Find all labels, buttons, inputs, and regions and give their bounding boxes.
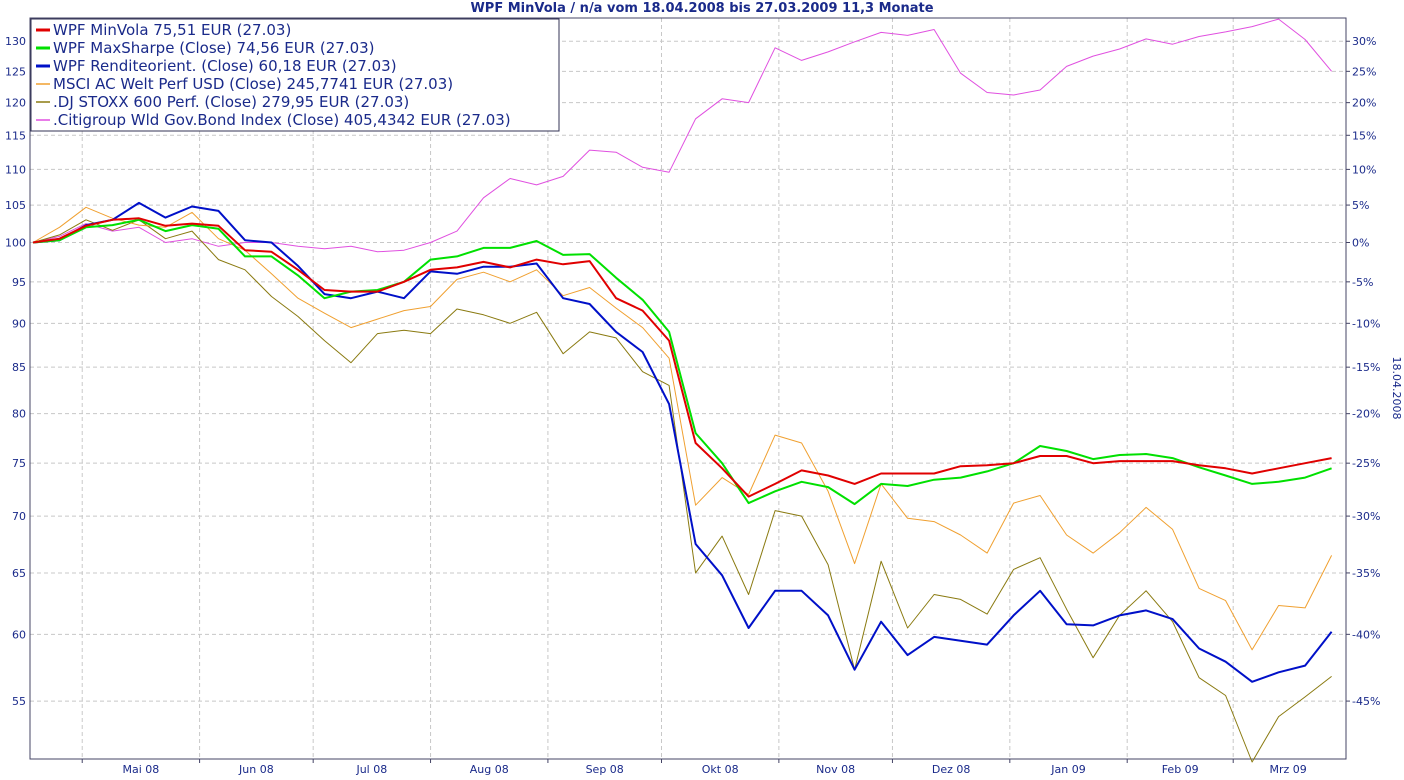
legend-entry: WPF Renditeorient. (Close) 60,18 EUR (27… (53, 57, 397, 75)
y-right-tick-label: 0% (1352, 236, 1369, 249)
y-axis-left: 55 60 65 70 75 80 85 90 95 100 105 110 115 120 125 130 (5, 35, 1350, 708)
y-left-tick-label: 95 (12, 276, 26, 289)
series-line-0 (32, 217, 1332, 498)
y-left-tick-label: 70 (12, 510, 26, 523)
y-left-tick-label: 60 (12, 628, 26, 641)
y-left-tick-label: 125 (5, 65, 26, 78)
y-left-tick-label: 75 (12, 457, 26, 470)
x-tick-label: Okt 08 (702, 763, 739, 775)
y-right-tick-label: -45% (1352, 695, 1380, 708)
x-tick-label: Dez 08 (932, 763, 971, 775)
chart-title: WPF MinVola / n/a vom 18.04.2008 bis 27.… (470, 1, 933, 16)
legend-entry: MSCI AC Welt Perf USD (Close) 245,7741 E… (53, 75, 453, 93)
y-right-tick-label: 20% (1352, 97, 1376, 110)
y-axis-right: -45% -40% -35% -30% -25% -20% -15% -10% -5% 0% 5% 1… (1352, 35, 1380, 708)
series-line-1 (32, 218, 1332, 506)
plot-frame (29, 17, 1347, 760)
legend: WPF MinVola 75,51 EUR (27.03)WPF MaxShar… (30, 18, 560, 132)
y-right-tick-label: -10% (1352, 317, 1380, 330)
series-line-2 (32, 201, 1333, 683)
x-tick-label: Sep 08 (586, 763, 624, 775)
y-right-tick-label: 30% (1352, 35, 1376, 48)
y-left-tick-label: 110 (5, 163, 26, 176)
x-tick-label: Jan 09 (1050, 763, 1085, 775)
y-left-tick-label: 100 (5, 236, 26, 249)
side-date-label: 18.04.2008 (1390, 357, 1403, 420)
x-tick-label: Jul 08 (355, 763, 387, 775)
legend-box (30, 18, 560, 132)
series-line-3 (32, 206, 1333, 651)
y-right-tick-label: -15% (1352, 361, 1380, 374)
y-right-tick-label: 25% (1352, 65, 1376, 78)
x-tick-label: Nov 08 (816, 763, 855, 775)
y-right-tick-label: -40% (1352, 628, 1380, 641)
y-right-tick-label: -5% (1352, 276, 1373, 289)
y-right-tick-label: -35% (1352, 567, 1380, 580)
y-left-tick-label: 120 (5, 97, 26, 110)
x-tick-label: Mrz 09 (1269, 763, 1306, 775)
x-tick-label: Mai 08 (123, 763, 160, 775)
y-right-tick-label: 5% (1352, 199, 1369, 212)
y-right-tick-label: -25% (1352, 457, 1380, 470)
x-tick-label: Jun 08 (238, 763, 274, 775)
y-left-tick-label: 65 (12, 567, 26, 580)
y-left-tick-label: 80 (12, 408, 26, 421)
series-group (32, 18, 1333, 763)
y-left-tick-label: 115 (5, 129, 26, 142)
y-right-tick-label: -30% (1352, 510, 1380, 523)
x-tick-label: Aug 08 (470, 763, 509, 775)
y-left-tick-label: 55 (12, 695, 26, 708)
y-right-tick-label: 15% (1352, 129, 1376, 142)
y-left-tick-label: 90 (12, 317, 26, 330)
legend-entry: .Citigroup Wld Gov.Bond Index (Close) 40… (53, 111, 511, 129)
y-right-tick-label: 10% (1352, 163, 1376, 176)
y-left-tick-label: 105 (5, 199, 26, 212)
y-right-tick-label: -20% (1352, 408, 1380, 421)
legend-entry: .DJ STOXX 600 Perf. (Close) 279,95 EUR (… (53, 93, 409, 111)
x-axis: Mai 08 Jun 08 Jul 08 Aug 08 Sep 08 Okt 08 Nov … (81, 759, 1307, 776)
x-tick-label: Feb 09 (1162, 763, 1199, 775)
legend-entry: WPF MinVola 75,51 EUR (27.03) (53, 21, 291, 39)
series-line-5 (32, 18, 1332, 253)
y-left-tick-label: 130 (5, 35, 26, 48)
legend-entry: WPF MaxSharpe (Close) 74,56 EUR (27.03) (53, 39, 375, 57)
y-left-tick-label: 85 (12, 361, 26, 374)
